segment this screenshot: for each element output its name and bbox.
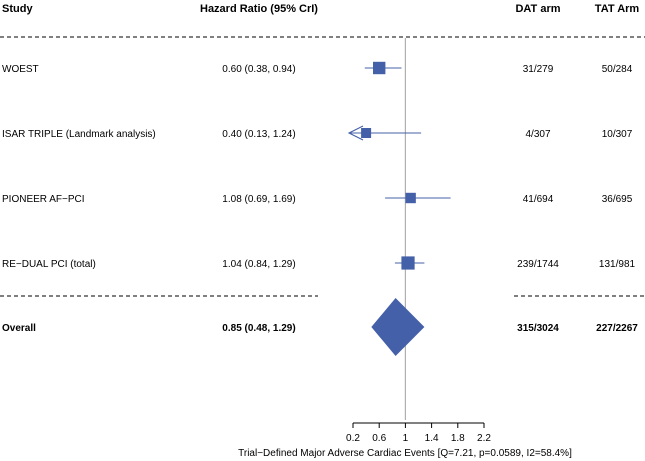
study-tat-events: 131/981 [599,259,636,270]
point-estimate-square [373,61,386,75]
study-hr-ci: 1.08 (0.69, 1.69) [222,194,295,205]
x-tick-label: 1.8 [451,433,465,444]
x-tick-label: 2.2 [477,433,491,444]
study-dat-events: 4/307 [525,129,550,140]
header-dat-arm: DAT arm [515,3,560,15]
overall-diamond [371,298,425,356]
overall-hr-ci: 0.85 (0.48, 1.29) [222,323,295,334]
overall-name: Overall [2,323,36,334]
study-hr-ci: 1.04 (0.84, 1.29) [222,259,295,270]
study-dat-events: 239/1744 [517,259,559,270]
study-tat-events: 10/307 [602,129,633,140]
study-name: WOEST [2,64,39,75]
header-hazard-ratio: Hazard Ratio (95% CrI) [200,3,318,15]
point-estimate-square [405,192,416,204]
overall-dat-events: 315/3024 [517,323,559,334]
header-study: Study [2,3,33,15]
study-tat-events: 50/284 [602,64,633,75]
header-tat-arm: TAT Arm [595,3,640,15]
study-name: PIONEER AF−PCI [2,194,85,205]
x-axis-label: Trial−Defined Major Adverse Cardiac Even… [238,448,572,459]
study-hr-ci: 0.60 (0.38, 0.94) [222,64,295,75]
ci-clipped-arrow [347,125,364,141]
x-tick-label: 0.2 [346,433,360,444]
x-tick-label: 1 [403,433,409,444]
study-name: ISAR TRIPLE (Landmark analysis) [2,129,156,140]
x-tick-label: 1.4 [425,433,439,444]
point-estimate-square [401,256,415,270]
x-tick-label: 0.6 [372,433,386,444]
study-hr-ci: 0.40 (0.13, 1.24) [222,129,295,140]
point-estimate-square [361,128,372,138]
overall-tat-events: 227/2267 [596,323,638,334]
study-dat-events: 41/694 [523,194,554,205]
study-tat-events: 36/695 [602,194,633,205]
study-dat-events: 31/279 [523,64,554,75]
study-name: RE−DUAL PCI (total) [2,259,96,270]
